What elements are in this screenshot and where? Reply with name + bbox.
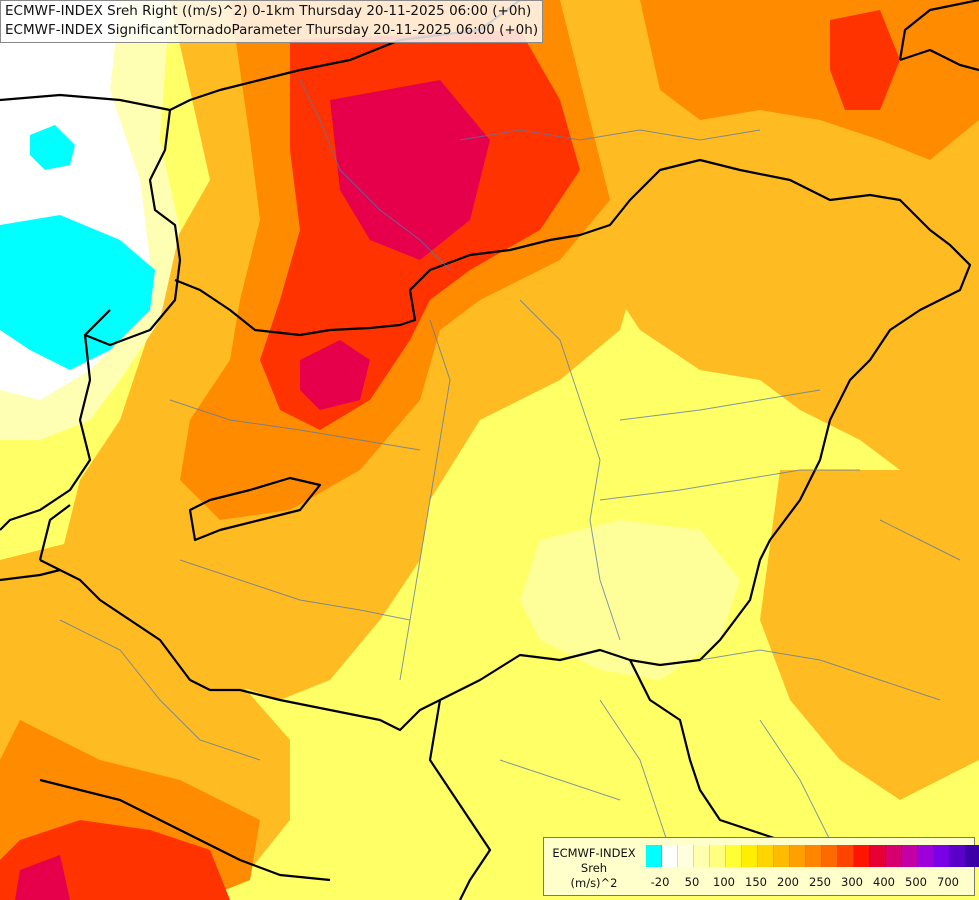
legend-swatch	[934, 845, 950, 867]
legend-swatch	[758, 845, 774, 867]
legend-title-param: Sreh	[580, 861, 608, 875]
legend-swatch	[902, 845, 918, 867]
legend-swatch	[822, 845, 838, 867]
legend-swatch	[950, 845, 966, 867]
region-boundaries	[59, 79, 961, 891]
legend-swatch	[678, 845, 694, 867]
legend-tick-label: 400	[873, 875, 895, 889]
field-orange-southeast	[760, 440, 979, 800]
legend-tick-label: 250	[809, 875, 831, 889]
title-line-stp: ECMWF-INDEX SignificantTornadoParameter …	[5, 22, 539, 38]
legend-swatch	[742, 845, 758, 867]
legend-tick-label: 50	[684, 875, 700, 889]
legend-swatch	[870, 845, 886, 867]
color-scale-legend: ECMWF-INDEX Sreh (m/s)^2 -20 50 100 150 200 2…	[543, 837, 979, 896]
legend-tick-label: 500	[905, 875, 927, 889]
legend-tick-label: 200	[777, 875, 799, 889]
legend-swatch	[726, 845, 742, 867]
field-pale-centre	[520, 520, 740, 680]
legend-swatch	[806, 845, 822, 867]
legend-swatch	[854, 845, 870, 867]
legend-swatch	[646, 845, 662, 867]
field-cyan-small	[30, 125, 75, 170]
legend-swatch	[662, 845, 678, 867]
field-cyan-patch	[0, 215, 155, 370]
legend-title-model: ECMWF-INDEX	[552, 846, 636, 860]
legend-swatch	[694, 845, 710, 867]
legend-swatch	[710, 845, 726, 867]
legend-swatch	[790, 845, 806, 867]
legend-swatch	[886, 845, 902, 867]
legend-tick-labels: -20 50 100 150 200 250 300 400 500 700	[646, 875, 972, 889]
field-orange-northeast	[640, 0, 979, 160]
legend-tick-label: 300	[841, 875, 863, 889]
field-crimson-secondary	[300, 340, 370, 410]
legend-swatch	[918, 845, 934, 867]
legend-title: ECMWF-INDEX Sreh (m/s)^2	[544, 846, 644, 891]
legend-tick-label: 150	[745, 875, 767, 889]
legend-tick-label: -20	[650, 875, 670, 889]
legend-tick-label: 100	[713, 875, 735, 889]
legend-swatch	[966, 845, 979, 867]
map-title-box: ECMWF-INDEX Sreh Right ((m/s)^2) 0-1km T…	[0, 0, 544, 43]
legend-swatch	[838, 845, 854, 867]
title-line-sreh: ECMWF-INDEX Sreh Right ((m/s)^2) 0-1km T…	[5, 3, 532, 19]
field-red-northeast	[830, 10, 900, 110]
legend-color-swatches	[646, 845, 979, 867]
legend-tick-label: 700	[937, 875, 959, 889]
field-crimson-core	[330, 80, 490, 260]
legend-title-unit: (m/s)^2	[570, 876, 618, 890]
field-crimson-south	[15, 855, 70, 900]
legend-swatch	[774, 845, 790, 867]
